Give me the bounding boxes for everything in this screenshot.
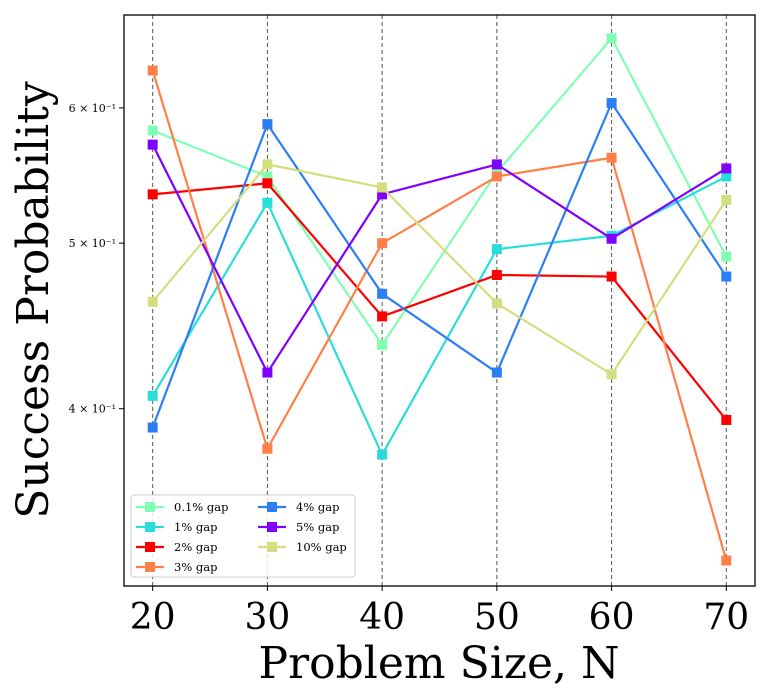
series-line [152,36,728,347]
legend-label: 1% gap [174,520,217,534]
y-tick-label: 5 × 10⁻¹ [69,237,116,250]
data-point [491,269,502,280]
data-point [606,271,617,282]
legend-item: 4% gap [258,500,339,514]
series-0-1-gap [147,33,732,350]
legend-marker [145,502,155,512]
y-axis-ticks: 6 × 10⁻¹ 5 × 10⁻¹ 4 × 10⁻¹ [69,102,124,416]
data-point [262,197,273,208]
legend-marker [267,502,277,512]
data-point [377,449,388,460]
data-point [606,152,617,163]
legend-marker [145,522,155,532]
data-point [721,555,732,566]
x-tick-label: 60 [589,597,635,638]
legend-marker [145,562,155,572]
series-line [152,182,728,421]
data-point [147,390,158,401]
data-point [262,159,273,170]
legend-item: 3% gap [136,560,217,574]
legend-label: 2% gap [174,540,217,554]
legend-label: 4% gap [296,500,339,514]
series-line [151,163,728,376]
data-point [721,194,732,205]
legend-marker [267,522,277,532]
series-line [151,144,727,375]
data-point [262,171,273,182]
data-point [147,296,158,307]
data-point [491,159,502,170]
data-point [721,414,732,425]
legend-item: 1% gap [136,520,217,534]
x-tick-label: 40 [359,597,405,638]
legend-marker [145,542,155,552]
data-point [262,443,273,454]
data-point [147,139,158,150]
legend: 0.1% gap 1% gap 2% gap 3% gap 4% gap 5% gap 10… [130,494,356,578]
data-point [491,171,502,182]
legend-label: 0.1% gap [174,500,228,514]
data-point [377,288,388,299]
legend-item: 0.1% gap [136,500,228,514]
data-point [147,422,158,433]
series-10-gap [147,159,732,380]
x-axis-ticks: 20 30 40 50 60 70 [130,586,749,638]
x-tick-label: 20 [130,597,176,638]
data-point [377,182,388,193]
series-2-gap [147,178,732,425]
y-tick-label: 6 × 10⁻¹ [69,102,116,115]
series-group [147,33,732,566]
y-axis-label: Success Probability [8,81,59,519]
legend-label: 5% gap [296,520,339,534]
series-4-gap [147,97,732,433]
series-line [151,70,728,561]
x-tick-label: 70 [703,597,749,638]
data-point [262,367,273,378]
x-tick-label: 30 [245,597,291,638]
data-point [147,65,158,76]
data-point [606,369,617,380]
series-3-gap [147,65,732,566]
legend-box [130,494,356,578]
series-line [151,100,728,428]
data-point [377,189,388,200]
data-point [262,119,273,130]
data-point [147,125,158,136]
legend-label: 10% gap [296,540,347,554]
y-tick-label: 4 × 10⁻¹ [69,403,116,416]
legend-item: 10% gap [258,540,347,554]
data-point [721,171,732,182]
data-point [721,163,732,174]
legend-marker [267,542,277,552]
data-point [491,367,502,378]
data-point [606,97,617,108]
x-tick-label: 50 [474,597,520,638]
data-point [606,33,617,44]
data-point [491,298,502,309]
data-point [147,189,158,200]
x-axis-label: Problem Size, N [258,638,619,689]
data-point [491,244,502,255]
data-point [721,251,732,262]
legend-label: 3% gap [174,560,217,574]
data-point [377,339,388,350]
legend-item: 5% gap [258,520,339,534]
data-point [377,311,388,322]
legend-item: 2% gap [136,540,217,554]
series-5-gap [147,139,732,378]
data-point [721,271,732,282]
data-point [262,178,273,189]
data-point [606,233,617,244]
data-point [377,238,388,249]
plot-frame [123,14,756,587]
